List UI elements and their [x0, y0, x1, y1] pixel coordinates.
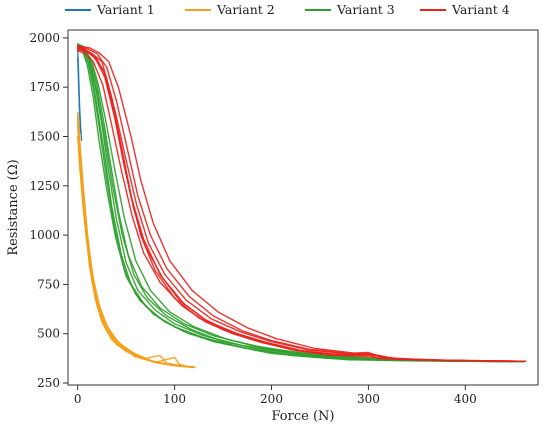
series-3: [77, 43, 525, 363]
series-4-curve-7: [77, 48, 523, 362]
series-2-curve-6: [77, 135, 195, 368]
series-4-curve-3: [77, 49, 523, 362]
y-tick-label: 500: [37, 327, 60, 341]
legend-item-4: Variant 4: [420, 2, 510, 17]
legend-item-2: Variant 2: [185, 2, 275, 17]
series-2-curve-5: [77, 116, 195, 368]
series-4-curve-4: [77, 46, 527, 362]
series-3-curve-2: [77, 43, 515, 362]
plot-area: [77, 43, 527, 369]
x-tick-label: 400: [454, 392, 477, 406]
axes: 0 100 200 300 400 250 500 750 1000 1250 1500 1750 20…: [6, 29, 539, 424]
legend-label: Variant 3: [336, 2, 395, 17]
series-2-curve-2: [77, 120, 190, 368]
series-2-curve-4: [77, 125, 195, 369]
series-4-curve-6: [77, 45, 527, 362]
legend-label: Variant 2: [216, 2, 275, 17]
y-tick-label: 1250: [29, 179, 60, 193]
y-axis-label: Resistance (Ω): [6, 159, 21, 255]
x-tick-label: 200: [260, 392, 283, 406]
series-1-curve-2: [77, 56, 82, 134]
plot-frame: [67, 29, 539, 386]
legend: Variant 1 Variant 2 Variant 3 Variant 4: [65, 2, 510, 17]
series-2: [77, 112, 196, 369]
series-3-curve-6: [77, 48, 515, 363]
legend-label: Variant 4: [451, 2, 510, 17]
y-tick-label: 1500: [29, 130, 60, 144]
series-3-curve-7: [77, 45, 525, 363]
x-tick-label: 300: [357, 392, 380, 406]
series-2-curve-1: [77, 116, 195, 368]
legend-label: Variant 1: [96, 2, 155, 17]
legend-item-3: Variant 3: [305, 2, 395, 17]
series-4-curve-1: [77, 45, 527, 362]
series-3-curve-5: [77, 44, 523, 363]
y-tick-label: 1750: [29, 80, 60, 94]
series-4-curve-5: [77, 50, 520, 362]
y-tick-label: 750: [37, 277, 60, 291]
y-tick-label: 2000: [29, 31, 60, 45]
series-3-curve-3: [77, 47, 505, 363]
series-3-curve-4: [77, 46, 520, 362]
x-tick-label: 100: [163, 392, 186, 406]
series-4-curve-2: [77, 47, 525, 362]
x-axis-label: Force (N): [272, 409, 335, 424]
series-3-curve-1: [77, 45, 525, 363]
series-4: [77, 45, 527, 362]
x-tick-label: 0: [74, 392, 82, 406]
series-2-curve-7: [77, 112, 196, 368]
y-tick-label: 1000: [29, 228, 60, 242]
legend-item-1: Variant 1: [65, 2, 155, 17]
series-1: [77, 47, 83, 142]
y-tick-label: 250: [37, 376, 60, 390]
